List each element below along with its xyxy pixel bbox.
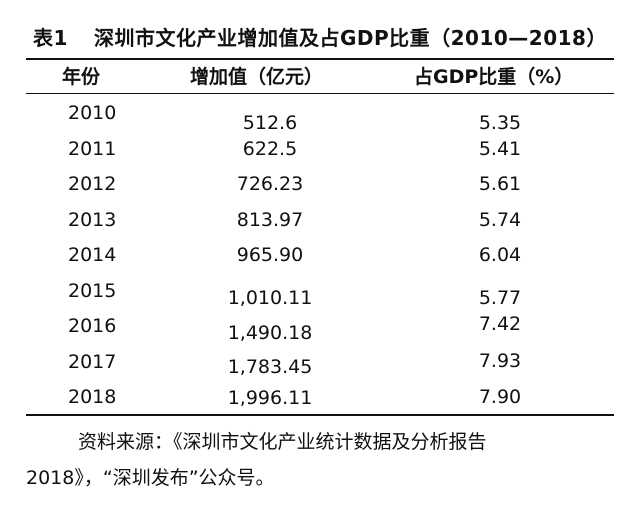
cell-value-2016: 1,490.18 xyxy=(227,322,313,344)
table-caption: 深圳市文化产业增加值及占GDP比重（2010—2018） xyxy=(93,26,607,50)
cell-year-2018: 2018 xyxy=(68,386,117,408)
cell-year-2015: 2015 xyxy=(68,280,117,302)
cell-share-2018: 7.90 xyxy=(478,386,522,408)
header-share: 占GDP比重（%） xyxy=(414,66,574,88)
table-bottom-rule xyxy=(26,414,614,416)
cell-year-2013: 2013 xyxy=(68,209,117,231)
table-header-rule xyxy=(26,93,614,94)
cell-share-2010: 5.35 xyxy=(478,112,522,134)
table-number: 表1 xyxy=(33,26,68,50)
header-year: 年份 xyxy=(62,66,101,88)
cell-year-2012: 2012 xyxy=(68,173,117,195)
cell-year-2010: 2010 xyxy=(68,102,117,124)
cell-year-2016: 2016 xyxy=(68,315,117,337)
cell-year-2014: 2014 xyxy=(68,244,117,266)
cell-share-2017: 7.93 xyxy=(478,350,522,372)
table-title: 表1 深圳市文化产业增加值及占GDP比重（2010—2018） xyxy=(0,22,640,51)
source-note: 资料来源：《深圳市文化产业统计数据及分析报告 2018》，“深圳发布”公众号。 xyxy=(26,424,618,496)
cell-share-2015: 5.77 xyxy=(478,287,522,309)
table-top-rule xyxy=(26,58,614,60)
header-value: 增加值（亿元） xyxy=(190,66,324,88)
cell-year-2011: 2011 xyxy=(68,138,117,160)
cell-value-2015: 1,010.11 xyxy=(227,287,313,309)
cell-share-2016: 7.42 xyxy=(478,313,522,335)
cell-value-2017: 1,783.45 xyxy=(227,356,313,378)
cell-year-2017: 2017 xyxy=(68,351,117,373)
cell-value-2014: 965.90 xyxy=(236,244,304,266)
cell-share-2013: 5.74 xyxy=(478,209,522,231)
cell-share-2011: 5.41 xyxy=(478,138,522,160)
cell-value-2011: 622.5 xyxy=(242,138,298,160)
source-note-line-1: 资料来源：《深圳市文化产业统计数据及分析报告 xyxy=(78,431,487,453)
cell-value-2012: 726.23 xyxy=(236,173,304,195)
cell-share-2014: 6.04 xyxy=(478,244,522,266)
cell-value-2013: 813.97 xyxy=(236,209,304,231)
cell-value-2010: 512.6 xyxy=(242,112,298,134)
cell-value-2018: 1,996.11 xyxy=(227,387,313,409)
cell-share-2012: 5.61 xyxy=(478,173,522,195)
source-note-line-2: 2018》，“深圳发布”公众号。 xyxy=(26,467,275,489)
